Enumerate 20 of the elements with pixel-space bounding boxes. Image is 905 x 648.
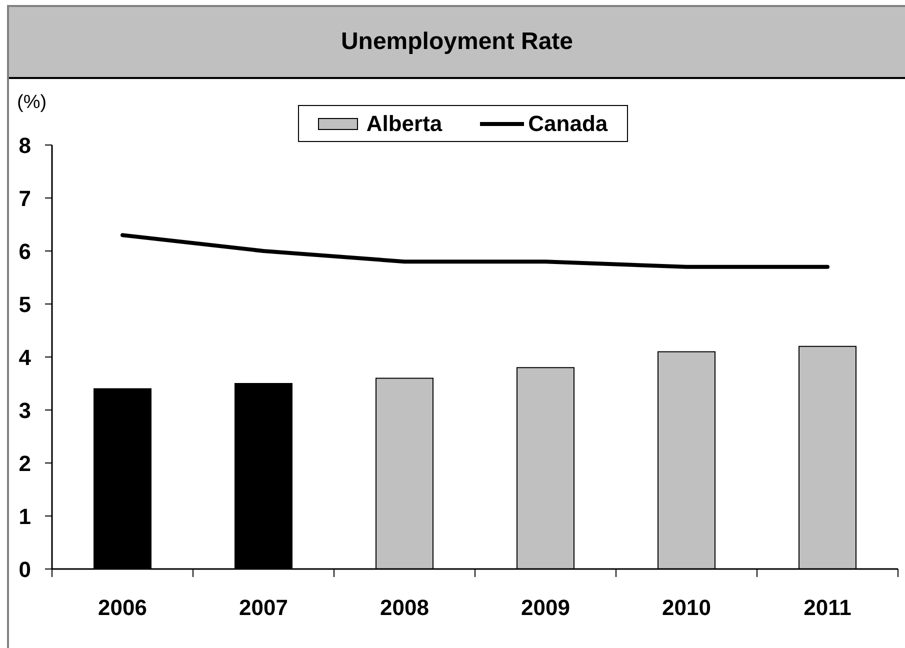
- x-tick-label: 2008: [380, 595, 429, 620]
- y-tick-label: 1: [18, 504, 31, 529]
- y-tick-label: 0: [18, 556, 31, 582]
- y-tick-label: 8: [18, 132, 31, 158]
- x-tick-label: 2011: [804, 595, 852, 620]
- y-tick-label: 5: [18, 292, 31, 317]
- y-tick-label: 7: [18, 186, 31, 211]
- x-tick-label: 2010: [662, 595, 711, 620]
- y-axis-title: (%): [17, 92, 47, 114]
- legend-label: Canada: [528, 110, 608, 136]
- y-tick-label: 6: [18, 238, 31, 264]
- y-tick-label: 4: [18, 344, 32, 370]
- y-tick-label: 2: [18, 450, 31, 476]
- chart-title: Unemployment Rate: [340, 28, 574, 56]
- legend-label: Alberta: [366, 110, 442, 136]
- x-tick-label: 2009: [521, 595, 570, 620]
- line-series: [120, 233, 830, 269]
- y-tick-label: 3: [18, 398, 31, 423]
- x-tick-label: 2006: [98, 595, 147, 620]
- x-tick-label: 2007: [239, 595, 288, 620]
